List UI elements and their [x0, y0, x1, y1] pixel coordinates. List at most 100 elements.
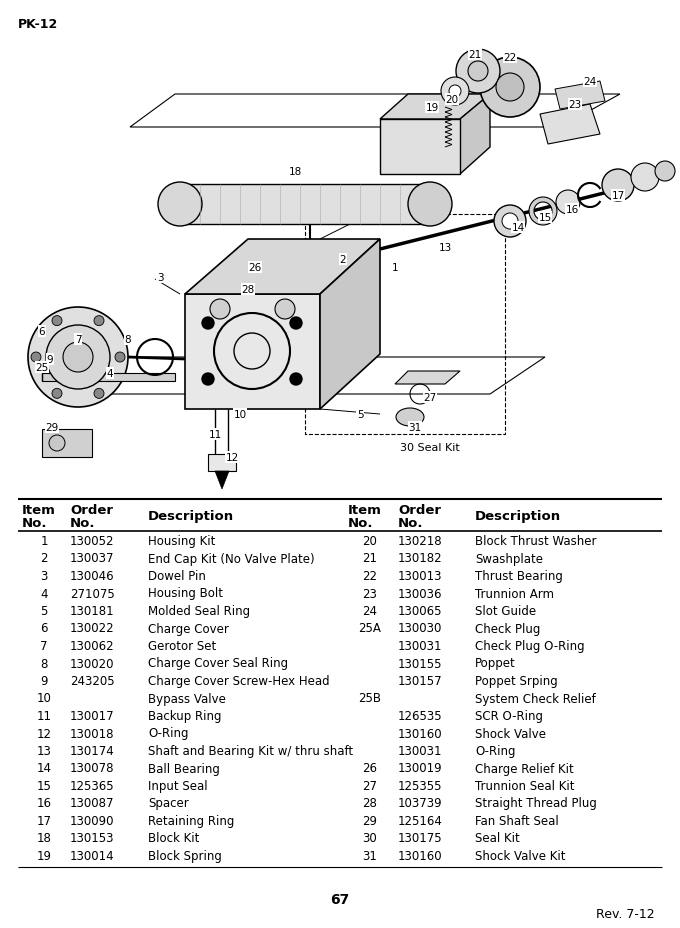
Text: Swashplate: Swashplate: [475, 552, 543, 565]
Text: Charge Cover Screw-Hex Head: Charge Cover Screw-Hex Head: [148, 675, 330, 688]
Circle shape: [28, 308, 128, 407]
Text: 130036: 130036: [398, 586, 443, 599]
Text: 20: 20: [445, 95, 458, 105]
Polygon shape: [555, 82, 605, 110]
Polygon shape: [320, 239, 380, 409]
Text: 130218: 130218: [398, 535, 443, 548]
Text: 24: 24: [362, 604, 377, 617]
Text: 10: 10: [233, 409, 247, 419]
Text: 7: 7: [40, 639, 48, 652]
Circle shape: [52, 316, 62, 327]
Text: 130174: 130174: [70, 744, 115, 757]
Text: 12: 12: [37, 727, 52, 740]
Text: 130175: 130175: [398, 831, 443, 844]
Text: 2: 2: [40, 552, 48, 565]
Text: 125365: 125365: [70, 780, 115, 793]
Text: 29: 29: [46, 422, 58, 432]
Text: 3: 3: [156, 273, 163, 283]
Circle shape: [468, 62, 488, 82]
Text: 31: 31: [409, 422, 422, 432]
Text: Check Plug: Check Plug: [475, 622, 541, 635]
Circle shape: [158, 183, 202, 226]
Text: 130062: 130062: [70, 639, 115, 652]
Text: Gerotor Set: Gerotor Set: [148, 639, 216, 652]
Text: Poppet: Poppet: [475, 657, 515, 670]
Text: 130157: 130157: [398, 675, 443, 688]
Text: 271075: 271075: [70, 586, 115, 599]
Text: 11: 11: [208, 430, 222, 440]
Text: Ball Bearing: Ball Bearing: [148, 762, 220, 775]
Text: 26: 26: [248, 263, 262, 273]
Text: 125164: 125164: [398, 814, 443, 827]
Text: 1: 1: [40, 535, 48, 548]
Text: 6: 6: [40, 622, 48, 635]
Polygon shape: [185, 239, 380, 295]
Circle shape: [496, 74, 524, 102]
Text: 8: 8: [124, 335, 131, 344]
Polygon shape: [380, 120, 460, 174]
Text: 23: 23: [568, 100, 581, 110]
Text: Trunnion Arm: Trunnion Arm: [475, 586, 554, 599]
Text: 27: 27: [424, 393, 437, 403]
Text: 31: 31: [362, 849, 377, 862]
Text: 3: 3: [40, 570, 48, 583]
Text: No.: No.: [348, 517, 373, 530]
Text: 29: 29: [362, 814, 377, 827]
Polygon shape: [180, 185, 430, 225]
Text: 26: 26: [362, 762, 377, 775]
Text: 18: 18: [288, 167, 302, 177]
Text: Block Thrust Washer: Block Thrust Washer: [475, 535, 596, 548]
Circle shape: [94, 316, 104, 327]
Text: Thrust Bearing: Thrust Bearing: [475, 570, 563, 583]
Text: Block Spring: Block Spring: [148, 849, 222, 862]
Polygon shape: [215, 471, 229, 489]
Circle shape: [202, 317, 214, 329]
Text: 28: 28: [362, 796, 377, 809]
Text: 8: 8: [40, 657, 48, 670]
Text: SCR O-Ring: SCR O-Ring: [475, 709, 543, 722]
Text: Shock Valve Kit: Shock Valve Kit: [475, 849, 566, 862]
Circle shape: [502, 213, 518, 230]
Text: Seal Kit: Seal Kit: [475, 831, 520, 844]
Circle shape: [52, 389, 62, 399]
Circle shape: [441, 78, 469, 106]
Text: Shock Valve: Shock Valve: [475, 727, 546, 740]
Circle shape: [449, 86, 461, 97]
Text: Charge Relief Kit: Charge Relief Kit: [475, 762, 574, 775]
Circle shape: [31, 353, 41, 363]
Text: Item: Item: [348, 504, 382, 517]
Text: 23: 23: [362, 586, 377, 599]
Circle shape: [456, 50, 500, 94]
Polygon shape: [185, 295, 320, 409]
Ellipse shape: [396, 408, 424, 427]
Text: 6: 6: [39, 327, 46, 337]
Text: 19: 19: [426, 103, 439, 113]
Text: 20: 20: [362, 535, 377, 548]
Polygon shape: [540, 105, 600, 145]
Text: 10: 10: [37, 691, 52, 704]
Polygon shape: [130, 95, 620, 128]
Text: Description: Description: [148, 509, 234, 522]
Text: Retaining Ring: Retaining Ring: [148, 814, 235, 827]
Text: Housing Kit: Housing Kit: [148, 535, 216, 548]
Circle shape: [408, 183, 452, 226]
Text: 130037: 130037: [70, 552, 114, 565]
Circle shape: [290, 317, 302, 329]
Text: 130046: 130046: [70, 570, 115, 583]
Circle shape: [49, 435, 65, 452]
Text: 130018: 130018: [70, 727, 114, 740]
Circle shape: [556, 191, 580, 214]
Text: Item: Item: [22, 504, 56, 517]
Text: 130019: 130019: [398, 762, 443, 775]
Text: Check Plug O-Ring: Check Plug O-Ring: [475, 639, 585, 652]
Text: 5: 5: [357, 409, 363, 419]
Text: Housing Bolt: Housing Bolt: [148, 586, 223, 599]
Text: No.: No.: [22, 517, 48, 530]
Text: 16: 16: [37, 796, 52, 809]
Text: 130014: 130014: [70, 849, 115, 862]
Text: 130087: 130087: [70, 796, 114, 809]
Text: 130020: 130020: [70, 657, 114, 670]
Text: No.: No.: [70, 517, 95, 530]
Text: 130090: 130090: [70, 814, 114, 827]
Text: 12: 12: [225, 453, 239, 462]
